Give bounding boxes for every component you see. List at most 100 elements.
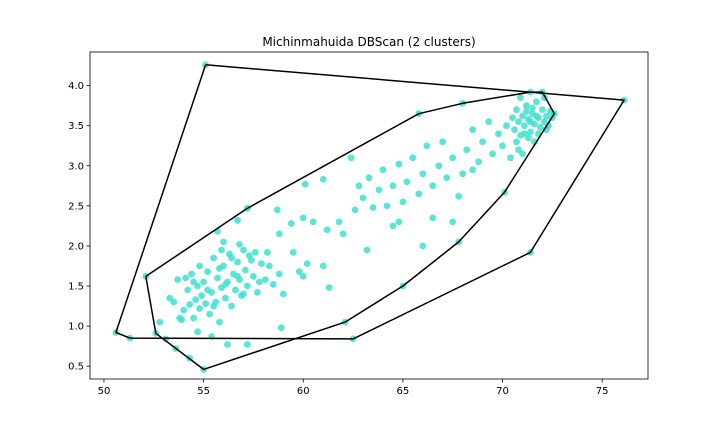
- data-point-144: [419, 242, 427, 250]
- data-point-21: [244, 341, 251, 348]
- data-point-149: [469, 166, 476, 174]
- data-point-126: [435, 162, 443, 170]
- data-point-96: [295, 268, 303, 275]
- data-point-121: [409, 154, 417, 162]
- data-point-145: [429, 214, 437, 222]
- data-point-78: [269, 281, 277, 288]
- data-point-92: [252, 249, 259, 256]
- data-point-90: [218, 246, 225, 254]
- data-point-74: [254, 289, 261, 296]
- data-point-54: [210, 254, 218, 262]
- data-point-125: [429, 182, 437, 190]
- data-point-139: [499, 142, 506, 150]
- data-point-130: [455, 192, 463, 200]
- data-point-79: [275, 270, 283, 278]
- y-tick-label-3: 3.0: [68, 161, 84, 172]
- x-tick-label-65: 65: [397, 386, 410, 397]
- data-point-69: [240, 246, 247, 254]
- data-point-117: [389, 182, 397, 190]
- data-point-36: [170, 298, 178, 306]
- y-tick-label-1: 1.0: [68, 322, 84, 333]
- data-point-30: [299, 214, 307, 222]
- data-point-70: [242, 266, 249, 274]
- data-point-99: [299, 273, 307, 280]
- data-point-65: [232, 286, 239, 294]
- data-point-153: [515, 118, 522, 126]
- data-point-93: [264, 249, 271, 256]
- data-point-37: [174, 276, 182, 283]
- data-point-127: [439, 138, 447, 146]
- data-point-103: [256, 278, 263, 286]
- data-point-77: [266, 262, 273, 270]
- data-point-34: [234, 216, 241, 224]
- data-point-143: [389, 222, 397, 230]
- data-point-94: [275, 230, 283, 238]
- scatter-points: [112, 61, 628, 373]
- data-point-167: [543, 112, 550, 120]
- data-point-176: [513, 138, 520, 146]
- chart-title: Michinmahuida DBScan (2 clusters): [262, 35, 475, 49]
- data-point-48: [198, 292, 206, 299]
- data-point-150: [509, 114, 516, 122]
- data-point-112: [365, 174, 373, 182]
- data-point-76: [262, 276, 269, 283]
- data-point-131: [459, 170, 467, 178]
- data-point-122: [415, 190, 423, 198]
- data-point-177: [523, 107, 530, 115]
- data-point-49: [200, 278, 208, 286]
- data-point-113: [369, 204, 377, 211]
- data-point-57: [216, 318, 223, 326]
- data-point-20: [224, 341, 231, 348]
- data-point-28: [319, 176, 327, 183]
- data-point-27: [347, 154, 355, 162]
- data-point-141: [507, 154, 514, 162]
- data-point-123: [419, 170, 427, 178]
- data-point-164: [537, 123, 544, 131]
- data-point-85: [222, 281, 229, 288]
- data-point-146: [449, 218, 457, 226]
- data-point-84: [216, 265, 223, 272]
- data-point-142: [363, 246, 371, 254]
- data-point-140: [503, 122, 510, 130]
- data-point-86: [228, 254, 235, 262]
- data-point-138: [495, 130, 502, 138]
- data-point-106: [309, 218, 317, 226]
- y-tick-label-2: 2.0: [68, 241, 84, 252]
- data-point-137: [489, 150, 496, 158]
- data-point-111: [359, 194, 367, 202]
- data-point-95: [289, 249, 297, 256]
- data-point-44: [190, 314, 198, 322]
- data-point-136: [485, 118, 492, 126]
- data-point-156: [521, 122, 528, 130]
- data-point-97: [303, 260, 311, 267]
- data-point-157: [523, 102, 530, 110]
- data-point-32: [273, 206, 281, 214]
- plot-frame: [89, 51, 649, 380]
- data-point-45: [192, 296, 200, 304]
- x-axis: 50 55 60 65 70 75: [98, 379, 609, 397]
- data-point-47: [196, 305, 204, 312]
- data-point-159: [527, 128, 534, 136]
- data-point-71: [244, 282, 251, 290]
- data-point-18: [194, 328, 202, 336]
- data-point-52: [206, 310, 214, 318]
- y-tick-label-4: 4.0: [68, 81, 84, 92]
- data-point-60: [222, 294, 229, 302]
- data-point-129: [449, 154, 457, 162]
- data-point-100: [279, 290, 287, 298]
- y-tick-label-0.5: 0.5: [68, 362, 84, 373]
- data-point-31: [287, 220, 295, 227]
- data-point-104: [176, 314, 184, 322]
- data-point-118: [395, 160, 403, 168]
- data-point-134: [475, 158, 482, 166]
- data-point-175: [519, 150, 526, 158]
- data-point-83: [210, 302, 218, 310]
- data-point-73: [250, 273, 257, 280]
- data-point-133: [469, 126, 476, 134]
- data-point-132: [463, 146, 471, 154]
- data-point-128: [443, 174, 451, 182]
- data-point-109: [339, 230, 347, 238]
- data-point-101: [325, 284, 333, 291]
- data-point-39: [180, 306, 188, 314]
- data-point-178: [529, 104, 536, 112]
